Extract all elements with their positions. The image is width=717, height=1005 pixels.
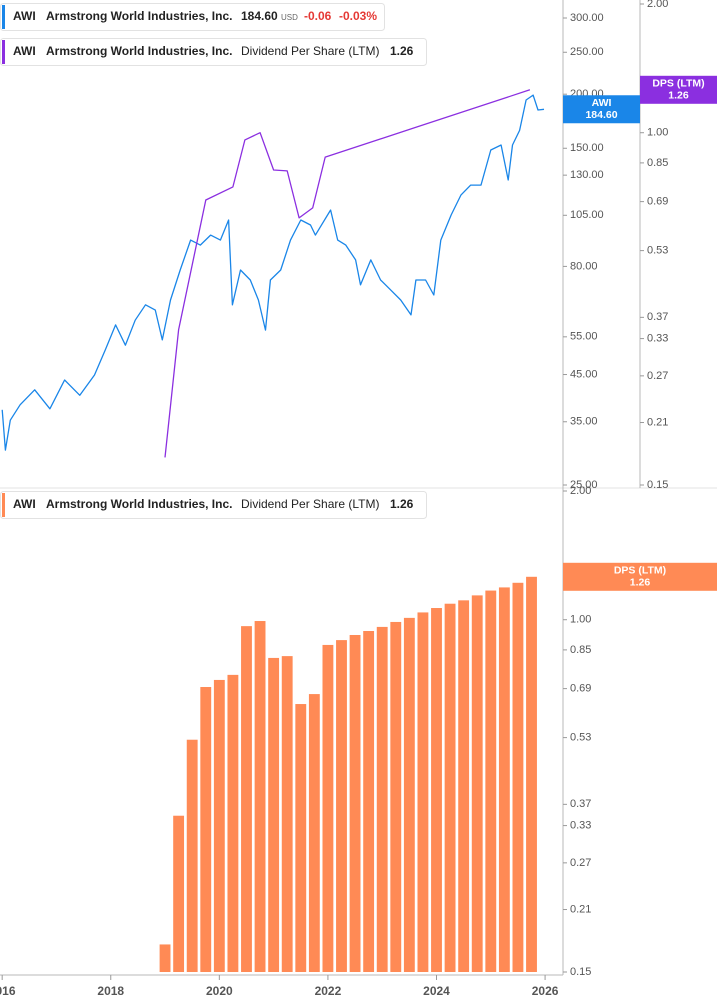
tick-label: 0.27 [647,370,668,382]
bar [336,640,347,972]
legend-dps-bars[interactable]: AWI Armstrong World Industries, Inc. Div… [0,491,427,519]
tick-label: 300.00 [570,12,604,24]
bar [227,674,239,972]
tick-label: 0.21 [647,416,668,428]
company: Armstrong World Industries, Inc. [46,44,232,58]
x-tick-label: 2020 [206,984,233,998]
bar [471,595,483,972]
badge-bg [563,95,640,124]
bar [485,590,497,972]
badge-bg [563,562,717,591]
currency: USD [281,13,298,22]
tick-label: 0.33 [570,819,591,831]
bar [254,621,266,972]
tick-label: 0.33 [647,332,668,344]
x-tick-label: 2022 [315,984,342,998]
badge-value: 1.26 [668,90,689,102]
series-name: Dividend Per Share (LTM) [241,44,380,58]
legend-price[interactable]: AWI Armstrong World Industries, Inc. 184… [0,3,385,31]
bar [281,656,293,972]
bar [403,617,415,972]
x-tick-label: 2018 [97,984,124,998]
ticker: AWI [13,44,36,58]
bar [417,612,429,972]
badge-value: 184.60 [585,109,617,121]
bar [322,644,334,972]
bar [444,603,456,972]
bar [390,621,402,972]
badge-name: DPS (LTM) [652,78,704,90]
x-tick-label: 2026 [532,984,559,998]
ticker: AWI [13,9,36,23]
tick-label: 80.00 [570,260,598,272]
change-pct: -0.03% [339,9,377,23]
tick-label: 150.00 [570,142,604,154]
value-badge: DPS (LTM)1.26 [563,562,717,591]
tick-label: 0.53 [647,245,668,257]
badge-bg [640,75,717,104]
badge-value: 1.26 [630,577,651,589]
bar [213,679,225,972]
bar [512,582,524,972]
tick-label: 0.85 [647,157,668,169]
tick-label: 1.00 [570,614,591,626]
tick-label: 2.00 [647,0,668,10]
company: Armstrong World Industries, Inc. [46,9,232,23]
value-badge: DPS (LTM)1.26 [640,75,717,104]
tick-label: 2.00 [570,485,591,497]
series-line [164,89,531,458]
bar [308,694,320,972]
tick-label: 1.00 [647,127,668,139]
tick-label: 55.00 [570,331,598,343]
tick-label: 0.37 [570,798,591,810]
legend-dps[interactable]: AWI Armstrong World Industries, Inc. Div… [0,38,427,66]
bar [173,815,185,972]
series-name: Dividend Per Share (LTM) [241,497,380,511]
last-price: 184.60 [241,9,278,23]
tick-label: 35.00 [570,416,598,428]
last-dps: 1.26 [390,44,414,58]
tick-label: 0.15 [570,966,591,978]
bar [241,626,252,972]
tick-label: 0.53 [570,732,591,744]
bar [295,704,307,972]
bar [186,739,198,972]
tick-label: 130.00 [570,169,604,181]
x-tick-label: 2016 [0,984,16,998]
tick-label: 0.27 [570,857,591,869]
tick-label: 45.00 [570,368,598,380]
tick-label: 0.69 [570,683,591,695]
bar [431,608,442,972]
ticker: AWI [13,497,36,511]
last-dps: 1.26 [390,497,414,511]
series-line [1,94,545,451]
bar [498,587,510,972]
bar [200,687,212,972]
bar [349,634,361,972]
tick-label: 0.69 [647,196,668,208]
badge-name: AWI [592,97,612,109]
tick-label: 250.00 [570,46,604,58]
badge-name: DPS (LTM) [614,565,666,577]
bar [159,944,171,972]
bar [363,631,375,972]
tick-label: 0.85 [570,644,591,656]
change: -0.06 [304,9,332,23]
company: Armstrong World Industries, Inc. [46,497,232,511]
bar [268,657,280,972]
tick-label: 0.37 [647,311,668,323]
tick-label: 0.21 [570,903,591,915]
tick-label: 25.00 [570,479,598,491]
bar [526,576,537,972]
tick-label: 105.00 [570,209,604,221]
bar [376,626,388,972]
x-tick-label: 2024 [423,984,450,998]
bar [458,600,470,972]
tick-label: 0.15 [647,479,668,491]
